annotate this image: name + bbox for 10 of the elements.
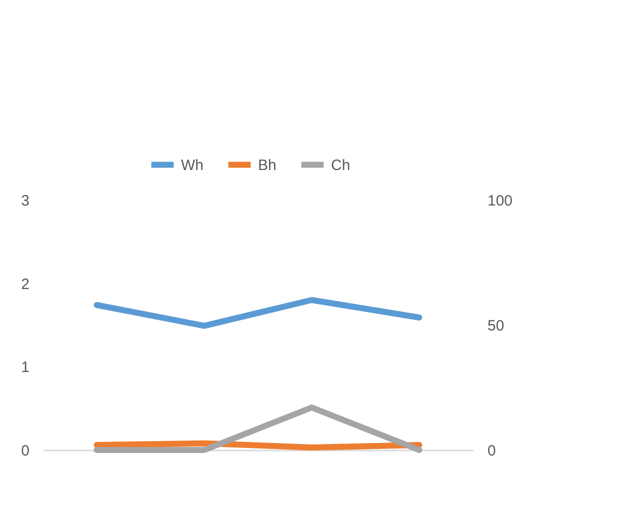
y2-tick-label: 100 xyxy=(488,192,513,210)
y2-tick-label: 0 xyxy=(488,442,496,460)
y-tick-label: 0 xyxy=(21,442,30,460)
legend-label: Wh xyxy=(181,156,204,174)
y2-tick-label: 50 xyxy=(488,318,504,334)
legend-label: Bh xyxy=(258,156,276,174)
y-tick-label: 1 xyxy=(21,359,30,376)
y-tick-label: 2 xyxy=(21,276,30,293)
y-tick-label: 3 xyxy=(21,192,30,210)
legend-label: Ch xyxy=(331,156,350,174)
